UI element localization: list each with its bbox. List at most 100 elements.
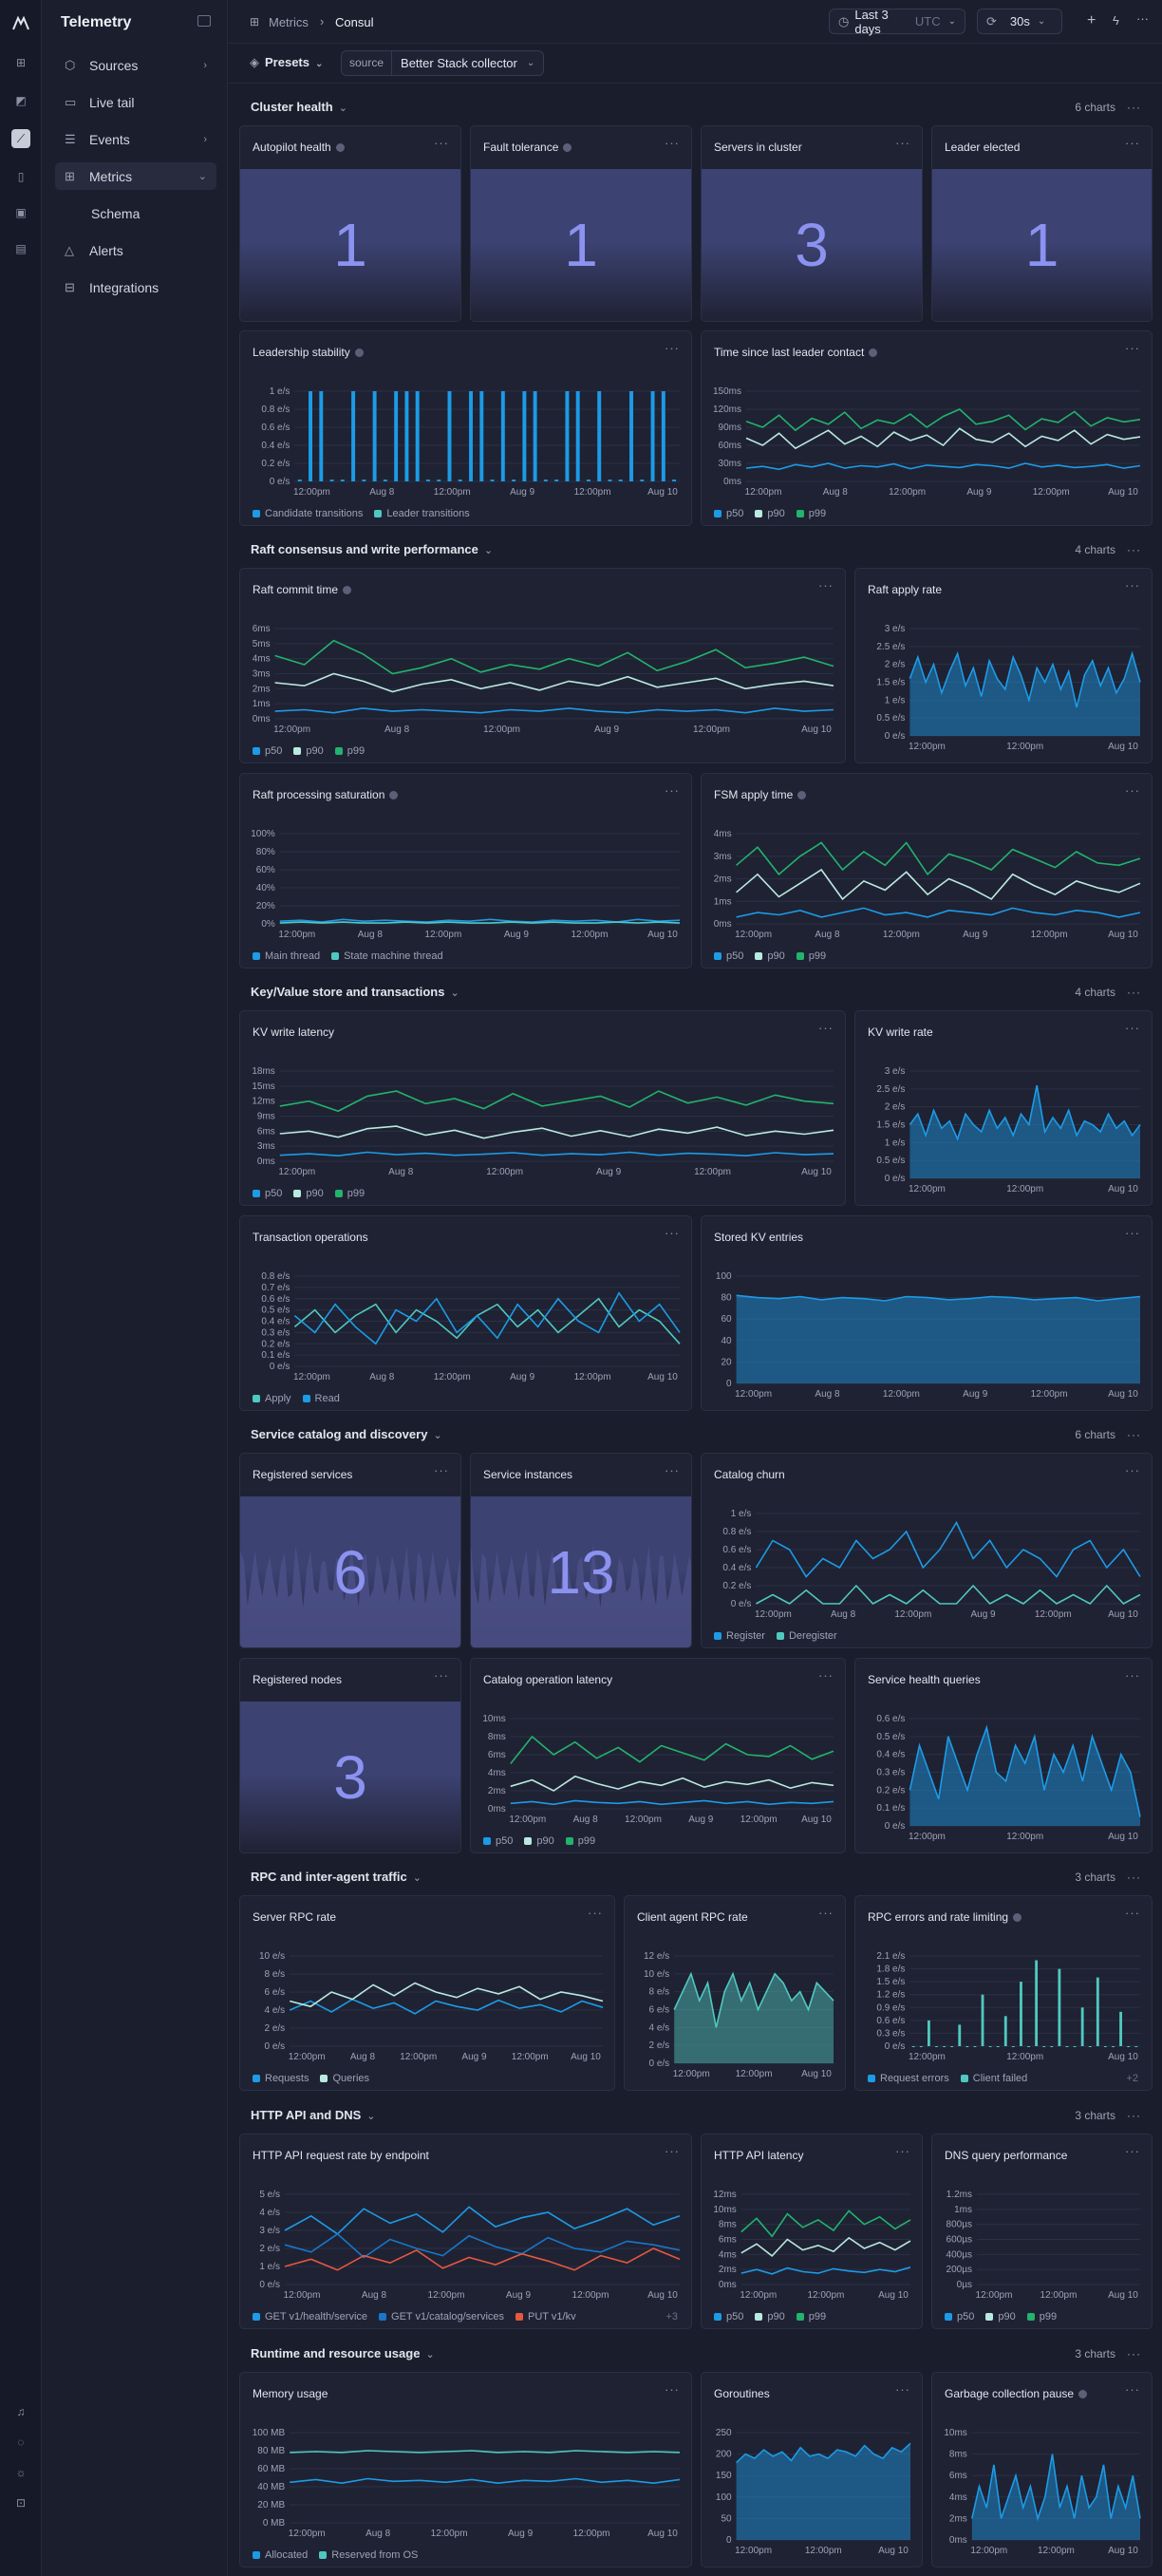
card-menu-icon[interactable]: ··· bbox=[818, 1668, 834, 1683]
bolt-icon[interactable]: ϟ bbox=[1113, 13, 1119, 28]
time-range-picker[interactable]: ◷ Last 3 days UTC ⌄ bbox=[829, 8, 965, 36]
chevron-right-icon[interactable]: › bbox=[203, 59, 207, 71]
legend-item[interactable]: p99 bbox=[796, 950, 826, 962]
sidebar-item-schema[interactable]: Schema bbox=[55, 199, 216, 227]
legend-item[interactable]: p50 bbox=[714, 950, 743, 962]
legend-item[interactable]: GET v1/health/service bbox=[253, 2311, 367, 2322]
info-icon[interactable] bbox=[335, 143, 345, 152]
card-menu-icon[interactable]: ··· bbox=[895, 2144, 910, 2158]
more-icon[interactable]: ··· bbox=[1127, 543, 1141, 556]
card-menu-icon[interactable]: ··· bbox=[1125, 1021, 1140, 1035]
card-menu-icon[interactable]: ··· bbox=[818, 1021, 834, 1035]
card-menu-icon[interactable]: ··· bbox=[434, 1668, 449, 1683]
bell-icon[interactable]: ♫ bbox=[16, 2405, 26, 2418]
legend-item[interactable]: p50 bbox=[714, 508, 743, 519]
legend-item[interactable]: Queries bbox=[320, 2073, 369, 2084]
legend-item[interactable]: Deregister bbox=[776, 1630, 837, 1642]
info-icon[interactable] bbox=[1013, 1913, 1022, 1922]
info-icon[interactable] bbox=[343, 586, 352, 594]
more-icon[interactable]: ··· bbox=[1127, 986, 1141, 999]
more-icon[interactable]: ··· bbox=[1127, 1428, 1141, 1441]
card-menu-icon[interactable]: ··· bbox=[1125, 1906, 1140, 1920]
legend-item[interactable]: GET v1/catalog/services bbox=[379, 2311, 504, 2322]
legend-item[interactable]: p99 bbox=[796, 508, 826, 519]
card-menu-icon[interactable]: ··· bbox=[1125, 136, 1140, 150]
section-title[interactable]: Cluster health ⌄ bbox=[251, 100, 347, 114]
sidebar-item-integrations[interactable]: ⊟ Integrations bbox=[55, 273, 216, 301]
more-icon[interactable]: ··· bbox=[1136, 11, 1149, 26]
card-menu-icon[interactable]: ··· bbox=[1125, 2382, 1140, 2397]
inbox-icon[interactable]: ▣ bbox=[15, 206, 27, 219]
source-filter[interactable]: source Better Stack collector ⌄ bbox=[341, 50, 544, 76]
section-title[interactable]: Raft consensus and write performance ⌄ bbox=[251, 542, 493, 556]
legend-item[interactable]: Reserved from OS bbox=[319, 2549, 418, 2561]
legend-item[interactable]: Client failed bbox=[960, 2073, 1027, 2084]
legend-item[interactable]: Request errors bbox=[868, 2073, 949, 2084]
more-icon[interactable]: ··· bbox=[1127, 1871, 1141, 1884]
card-menu-icon[interactable]: ··· bbox=[1125, 2144, 1140, 2158]
legend-item[interactable]: p90 bbox=[293, 745, 324, 757]
card-menu-icon[interactable]: ··· bbox=[1125, 783, 1140, 798]
legend-item[interactable]: p50 bbox=[253, 745, 282, 757]
card-menu-icon[interactable]: ··· bbox=[665, 136, 680, 150]
legend-item[interactable]: Requests bbox=[253, 2073, 309, 2084]
apps-icon[interactable]: ⊡ bbox=[15, 2496, 27, 2510]
legend-item[interactable]: p90 bbox=[985, 2311, 1016, 2322]
info-icon[interactable] bbox=[563, 143, 572, 152]
logo-icon[interactable] bbox=[11, 13, 30, 32]
notes-icon[interactable]: ▤ bbox=[15, 242, 27, 255]
card-menu-icon[interactable]: ··· bbox=[895, 2382, 910, 2397]
collapse-sidebar-icon[interactable] bbox=[197, 15, 211, 27]
section-title[interactable]: HTTP API and DNS ⌄ bbox=[251, 2108, 376, 2122]
card-menu-icon[interactable]: ··· bbox=[434, 136, 449, 150]
chart-icon[interactable]: ◩ bbox=[15, 94, 27, 107]
sidebar-item-livetail[interactable]: ▭ Live tail bbox=[55, 88, 216, 116]
sidebar-item-alerts[interactable]: △ Alerts bbox=[55, 236, 216, 264]
legend-item[interactable]: p50 bbox=[945, 2311, 974, 2322]
card-menu-icon[interactable]: ··· bbox=[818, 1906, 834, 1920]
card-menu-icon[interactable]: ··· bbox=[895, 136, 910, 150]
card-menu-icon[interactable]: ··· bbox=[665, 783, 680, 798]
refresh-picker[interactable]: ⟳ 30s ⌄ bbox=[977, 9, 1062, 34]
breadcrumb-parent[interactable]: Metrics bbox=[269, 15, 309, 29]
legend-item[interactable]: Leader transitions bbox=[374, 508, 470, 519]
card-menu-icon[interactable]: ··· bbox=[665, 1463, 680, 1477]
more-icon[interactable]: ··· bbox=[1127, 2109, 1141, 2122]
theme-icon[interactable]: ☼ bbox=[15, 2466, 27, 2479]
metrics-icon[interactable]: ⟋ bbox=[11, 129, 30, 148]
section-title[interactable]: Runtime and resource usage ⌄ bbox=[251, 2346, 435, 2360]
more-icon[interactable]: ··· bbox=[1127, 101, 1141, 114]
help-icon[interactable]: ◌ bbox=[17, 2435, 25, 2449]
card-menu-icon[interactable]: ··· bbox=[1125, 1226, 1140, 1240]
card-menu-icon[interactable]: ··· bbox=[818, 578, 834, 592]
legend-item[interactable]: Candidate transitions bbox=[253, 508, 363, 519]
section-title[interactable]: Service catalog and discovery ⌄ bbox=[251, 1427, 442, 1441]
legend-item[interactable]: p50 bbox=[714, 2311, 743, 2322]
legend-item[interactable]: p90 bbox=[755, 950, 785, 962]
presets-button[interactable]: ◈ Presets ⌄ bbox=[250, 55, 323, 70]
legend-item[interactable]: Allocated bbox=[253, 2549, 308, 2561]
legend-item[interactable]: p90 bbox=[293, 1188, 324, 1199]
legend-item[interactable]: p90 bbox=[755, 508, 785, 519]
info-icon[interactable] bbox=[354, 348, 364, 357]
report-icon[interactable]: ▯ bbox=[17, 170, 25, 183]
legend-item[interactable]: Read bbox=[302, 1393, 340, 1404]
legend-item[interactable]: Main thread bbox=[253, 950, 320, 962]
sidebar-item-sources[interactable]: ⬡ Sources › bbox=[55, 51, 216, 79]
add-icon[interactable]: + bbox=[1087, 12, 1096, 28]
card-menu-icon[interactable]: ··· bbox=[434, 1463, 449, 1477]
card-menu-icon[interactable]: ··· bbox=[665, 2144, 680, 2158]
legend-item[interactable]: p99 bbox=[565, 1835, 595, 1847]
chevron-right-icon[interactable]: › bbox=[203, 133, 207, 145]
card-menu-icon[interactable]: ··· bbox=[1125, 1668, 1140, 1683]
card-menu-icon[interactable]: ··· bbox=[1125, 1463, 1140, 1477]
legend-item[interactable]: Register bbox=[714, 1630, 765, 1642]
info-icon[interactable] bbox=[389, 791, 399, 799]
legend-more[interactable]: +3 bbox=[665, 2311, 678, 2322]
section-title[interactable]: RPC and inter-agent traffic ⌄ bbox=[251, 1870, 422, 1884]
info-icon[interactable] bbox=[1078, 2390, 1088, 2398]
sidebar-item-events[interactable]: ☰ Events › bbox=[55, 125, 216, 153]
legend-item[interactable]: PUT v1/kv bbox=[515, 2311, 576, 2322]
card-menu-icon[interactable]: ··· bbox=[1125, 341, 1140, 355]
legend-item[interactable]: Apply bbox=[253, 1393, 291, 1404]
